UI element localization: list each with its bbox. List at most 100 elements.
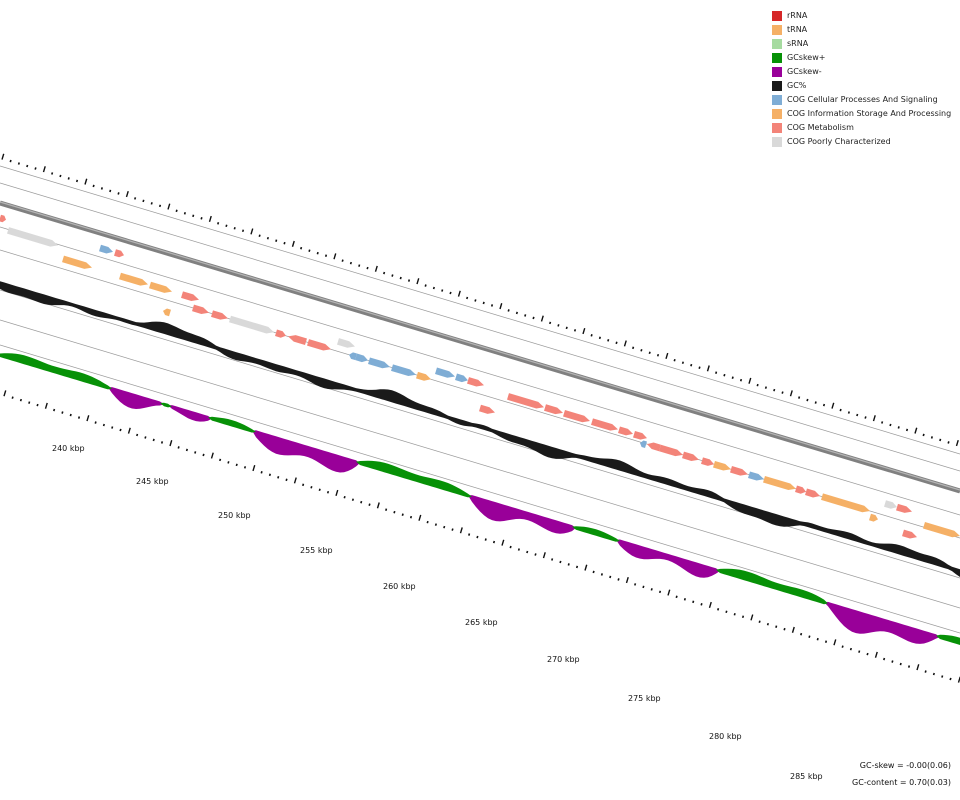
outer-tick (889, 423, 892, 427)
scale-tick (866, 652, 869, 656)
scale-tick (717, 608, 720, 611)
outer-tick (17, 162, 20, 165)
feature-arrow (416, 371, 431, 381)
outer-tick (258, 234, 261, 238)
outer-tick (939, 438, 942, 442)
scale-tick (800, 632, 803, 636)
outer-tick (432, 286, 435, 290)
guide-line (0, 289, 960, 579)
scale-tick (650, 588, 653, 591)
scale-tick (824, 640, 828, 643)
outer-tick (150, 202, 153, 205)
scale-tick (849, 647, 852, 651)
outer-tick (607, 339, 610, 342)
feature-arrow (633, 430, 647, 440)
scale-tick (916, 664, 920, 671)
scale-tick (19, 398, 22, 402)
scale-tick (44, 402, 48, 409)
scale-tick (551, 558, 554, 561)
scale-tick (136, 433, 139, 437)
feature-arrow (391, 364, 416, 377)
feature-arrow (748, 471, 764, 481)
scale-tick (783, 627, 786, 631)
legend-item: GC% (772, 79, 951, 93)
scale-tick (526, 550, 529, 554)
outer-tick (424, 284, 427, 287)
feature-arrow (805, 488, 820, 498)
guide-line (0, 182, 960, 472)
outer-tick (233, 226, 236, 230)
feature-arrow (591, 418, 618, 431)
scale-label: 260 kbp (383, 582, 416, 591)
outer-tick (905, 428, 909, 432)
scale-tick (683, 598, 686, 601)
guide-line (0, 165, 960, 455)
outer-tick (897, 426, 900, 429)
scale-tick (451, 528, 454, 531)
legend-label: COG Metabolism (787, 123, 854, 132)
scale-tick (750, 614, 754, 621)
gc-content-stat: GC-content = 0.70(0.03) (852, 778, 951, 787)
legend-swatch (772, 95, 782, 105)
scale-tick (642, 585, 645, 589)
gc-skew-negative (0, 355, 960, 644)
outer-tick (374, 265, 378, 272)
scale-tick (160, 441, 164, 444)
feature-arrow (647, 442, 661, 452)
scale-tick (584, 564, 588, 571)
outer-tick (532, 316, 535, 320)
outer-tick (482, 301, 485, 305)
outer-tick (366, 266, 369, 270)
guide-line (0, 226, 960, 516)
scale-tick (351, 498, 354, 502)
scale-tick (318, 488, 321, 492)
feature-track (0, 214, 960, 539)
feature-arrow (902, 529, 917, 539)
outer-tick (773, 388, 776, 392)
outer-tick (1, 153, 5, 160)
scale-tick (733, 612, 736, 616)
scale-tick (592, 570, 595, 574)
scale-tick (891, 660, 894, 663)
feature-arrow (355, 353, 368, 363)
outer-tick (100, 187, 103, 190)
scale-tick (243, 466, 247, 469)
outer-tick (922, 433, 925, 437)
outer-tick (175, 209, 178, 213)
scale-tick (667, 589, 671, 596)
outer-tick (75, 179, 79, 183)
outer-tick (225, 224, 228, 228)
outer-tick (881, 421, 884, 424)
legend-item: sRNA (772, 37, 951, 51)
scale-tick (69, 413, 72, 417)
outer-tick (34, 167, 37, 170)
outer-tick (640, 348, 643, 352)
outer-tick (781, 391, 784, 394)
scale-tick (376, 502, 380, 509)
scale-tick (567, 563, 570, 566)
guide-line (0, 344, 960, 634)
feature-arrow (349, 352, 357, 361)
scale-tick (418, 514, 422, 521)
outer-tick (723, 373, 726, 377)
scale-tick (609, 575, 612, 579)
scale-tick (127, 427, 131, 434)
feature-arrow (275, 329, 286, 338)
outer-tick (275, 239, 278, 242)
legend-swatch (772, 53, 782, 63)
scale-tick (277, 476, 280, 479)
legend-swatch (772, 11, 782, 21)
scale-tick (310, 485, 313, 489)
gc-skew-positive (0, 353, 960, 645)
feature-arrow (149, 281, 172, 293)
scale-tick (949, 677, 952, 681)
scale-tick (874, 651, 878, 658)
scale-tick (725, 610, 728, 614)
gc-skew-track (0, 353, 960, 645)
scale-tick (617, 578, 620, 581)
scale-tick (260, 471, 263, 474)
outer-tick (134, 197, 137, 200)
outer-tick (615, 341, 618, 345)
outer-tick (416, 278, 420, 285)
feature-arrow (307, 339, 331, 351)
